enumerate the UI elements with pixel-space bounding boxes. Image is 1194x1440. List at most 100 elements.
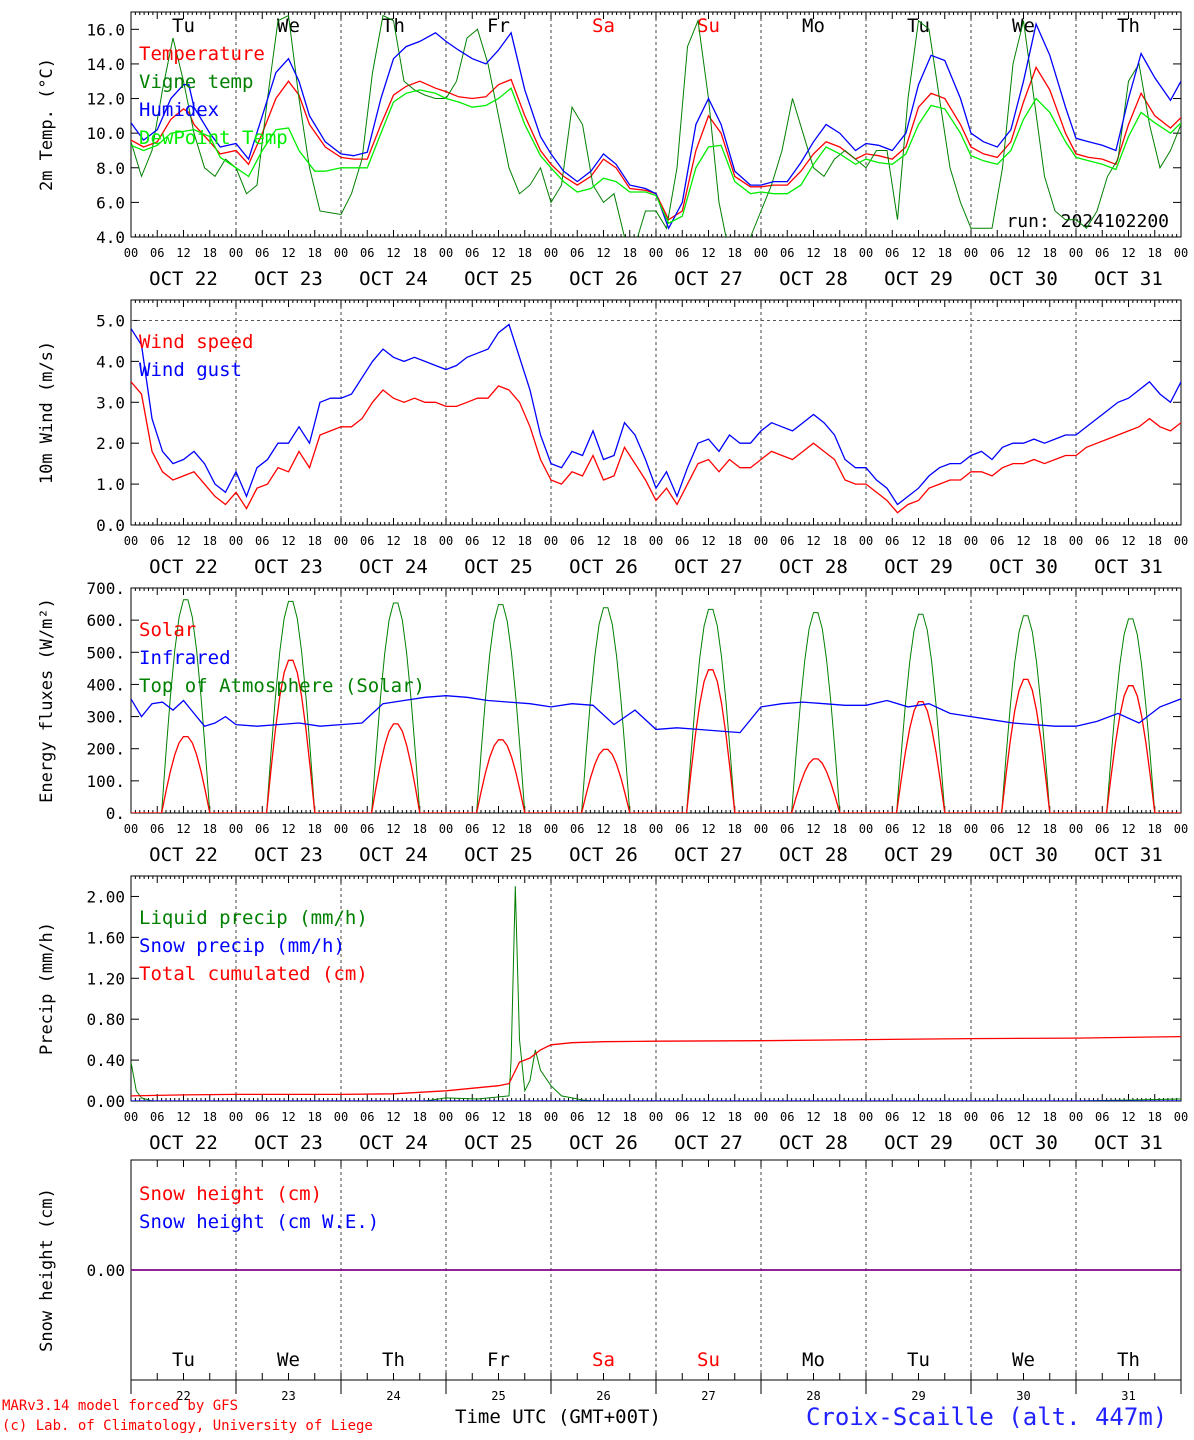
hour-tick-label: 00: [859, 822, 873, 836]
day-name: We: [1012, 15, 1035, 37]
hour-tick-label: 12: [1121, 534, 1135, 548]
hour-tick-label: 00: [754, 822, 768, 836]
hour-tick-label: 06: [360, 534, 374, 548]
y-tick-label: 4.0: [96, 352, 125, 371]
hour-tick-label: 18: [518, 246, 532, 260]
day-name: Sa: [592, 15, 615, 37]
station-name: Croix-Scaille (alt. 447m): [806, 1403, 1168, 1431]
date-label: OCT 27: [674, 268, 743, 290]
hour-tick-label: 06: [990, 1110, 1004, 1124]
hour-tick-label: 12: [491, 534, 505, 548]
hour-tick-label: 18: [623, 534, 637, 548]
hour-tick-label: 00: [334, 246, 348, 260]
hour-tick-label: 06: [990, 246, 1004, 260]
hour-tick-label: 18: [938, 246, 952, 260]
y-tick-label: 100.: [86, 772, 125, 791]
series-line-dewpoint-temp: [131, 87, 1181, 225]
y-tick-label: 1.60: [86, 928, 125, 947]
hour-tick-label: 12: [491, 822, 505, 836]
hour-tick-label: 06: [1095, 534, 1109, 548]
hour-tick-label: 00: [1069, 534, 1083, 548]
hour-tick-label: 12: [806, 246, 820, 260]
y-axis-label: Precip (mm/h): [37, 922, 57, 1055]
hour-tick-label: 18: [1148, 534, 1162, 548]
y-tick-label: 5.0: [96, 311, 125, 330]
day-name: Th: [382, 1349, 405, 1371]
hour-tick-label: 12: [806, 1110, 820, 1124]
legend-entry: Temperature: [139, 43, 265, 65]
hour-tick-label: 18: [518, 534, 532, 548]
y-tick-label: 0.: [106, 804, 125, 823]
series-group: [131, 886, 1181, 1101]
hour-tick-label: 12: [911, 534, 925, 548]
hour-tick-label: 00: [439, 822, 453, 836]
hour-tick-label: 00: [334, 1110, 348, 1124]
hour-tick-label: 00: [229, 822, 243, 836]
date-label: OCT 26: [569, 556, 638, 578]
hour-tick-label: 18: [413, 1110, 427, 1124]
hour-tick-label: 12: [386, 246, 400, 260]
series-group: [131, 323, 1181, 514]
y-axis-label: 10m Wind (m/s): [37, 341, 57, 484]
hour-tick-label: 00: [229, 534, 243, 548]
day-name: Fr: [487, 15, 510, 37]
y-tick-label: 600.: [86, 611, 125, 630]
hour-tick-label: 06: [1095, 822, 1109, 836]
y-tick-label: 2.00: [86, 887, 125, 906]
date-label: OCT 31: [1094, 268, 1163, 290]
day-name: Su: [697, 15, 720, 37]
panel-4: 0.00 0.40 0.80 1.20 1.60 2.00 Precip (mm/h) 00 0…: [37, 875, 1188, 1154]
run-label: run: 2024102200: [1006, 211, 1169, 232]
day-name: Tu: [172, 15, 195, 37]
hour-tick-label: 18: [1043, 822, 1057, 836]
day-number: 23: [281, 1389, 295, 1403]
series-line-liquid-precip-mm-h-: [131, 886, 1181, 1101]
hour-tick-label: 06: [150, 1110, 164, 1124]
hour-tick-label: 00: [334, 534, 348, 548]
hour-tick-label: 18: [833, 822, 847, 836]
toa-solar-line: [131, 599, 1181, 813]
hour-tick-label: 06: [150, 534, 164, 548]
y-tick-label: 0.00: [86, 1092, 125, 1111]
day-name: Sa: [592, 1349, 615, 1371]
y-tick-label: 4.0: [96, 228, 125, 247]
hour-tick-label: 18: [623, 246, 637, 260]
y-tick-label: 500.: [86, 643, 125, 662]
legend-entry: Wind speed: [139, 331, 253, 353]
hour-tick-label: 12: [386, 822, 400, 836]
y-axis-label: 2m Temp. (°C): [37, 58, 57, 191]
y-tick-label: 200.: [86, 740, 125, 759]
plot-frame: [130, 299, 1182, 526]
hour-tick-label: 00: [859, 246, 873, 260]
hour-tick-label: 00: [124, 534, 138, 548]
hour-tick-label: 18: [308, 1110, 322, 1124]
hour-tick-label: 12: [911, 822, 925, 836]
day-name: Th: [1117, 15, 1140, 37]
hour-tick-label: 12: [1121, 246, 1135, 260]
date-label: OCT 28: [779, 268, 848, 290]
date-label: OCT 28: [779, 1132, 848, 1154]
hour-tick-label: 18: [728, 246, 742, 260]
hour-tick-label: 06: [990, 534, 1004, 548]
y-tick-label: 300.: [86, 708, 125, 727]
hour-tick-label: 00: [859, 1110, 873, 1124]
hour-tick-label: 00: [649, 1110, 663, 1124]
hour-tick-label: 18: [938, 534, 952, 548]
legend-entry: Total cumulated (cm): [139, 963, 368, 985]
hour-tick-label: 00: [649, 534, 663, 548]
hour-tick-label: 00: [334, 822, 348, 836]
hour-tick-label: 18: [833, 1110, 847, 1124]
panel-1: 4.0 6.0 8.0 10.0 12.0 14.0 16.0 2m Temp. (°C) 00…: [37, 11, 1188, 290]
legend-entry: Vigne temp: [139, 71, 253, 93]
y-tick-label: 0.40: [86, 1051, 125, 1070]
hour-tick-label: 18: [203, 246, 217, 260]
hour-tick-label: 00: [124, 246, 138, 260]
hour-tick-label: 18: [833, 246, 847, 260]
hour-tick-label: 06: [1095, 1110, 1109, 1124]
day-name: Su: [697, 1349, 720, 1371]
hour-tick-label: 12: [701, 822, 715, 836]
hour-tick-label: 12: [1121, 1110, 1135, 1124]
hour-tick-label: 06: [570, 534, 584, 548]
plot-frame: [130, 11, 1182, 238]
hour-tick-label: 06: [150, 246, 164, 260]
